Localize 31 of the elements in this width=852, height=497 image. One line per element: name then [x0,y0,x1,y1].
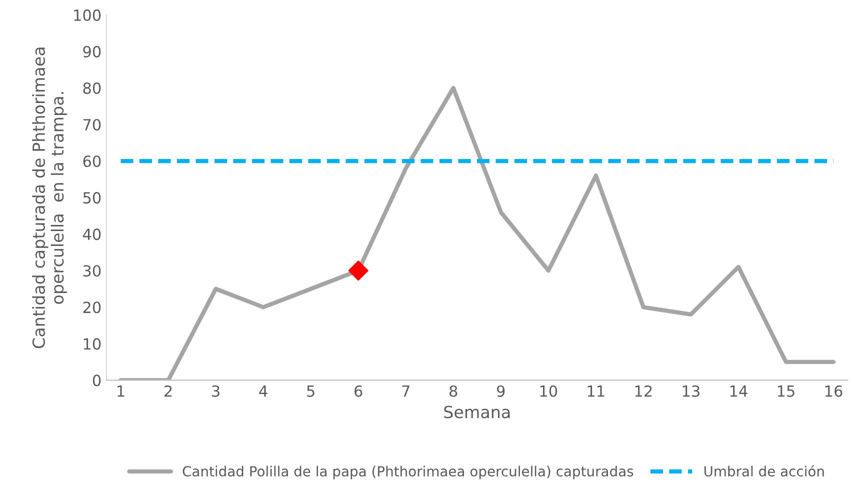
y-tick-label: 50 [83,192,101,204]
y-tick-label: 80 [83,82,101,94]
x-tick-label: 4 [259,386,268,397]
x-tick-label: 15 [778,386,794,397]
y-axis-title: Cantidad capturada de Phthorimaea operculella en la trampa. [32,48,67,348]
x-tick-label: 7 [402,386,410,397]
x-axis-title: Semana [444,406,510,418]
y-tick-label: 60 [83,155,101,168]
x-tick-label: 10 [540,385,558,397]
y-tick-label: 20 [83,302,101,314]
y-tick-label: 100 [74,9,101,21]
x-tick-label: 2 [164,385,172,397]
legend-label: Cantidad Polilla de la papa (Phthorimaea operculella) capturadas [182,466,634,480]
x-tick-label: 5 [307,386,314,397]
y-tick-label: 40 [82,228,101,240]
legend-label: Umbral de acción [704,465,824,477]
x-tick-label: 12 [635,385,652,397]
x-tick-label: 8 [450,385,458,397]
x-tick-label: 9 [496,385,505,397]
y-tick-label: 0 [92,374,101,386]
x-tick-label: 1 [118,386,124,397]
x-tick-label: 3 [212,385,220,397]
x-tick-label: 11 [588,386,604,397]
x-tick-label: 14 [730,386,748,397]
x-tick-label: 6 [354,385,362,397]
x-tick-label: 16 [825,385,842,397]
y-tick-label: 10 [84,338,101,350]
y-tick-label: 70 [83,118,101,131]
y-tick-label: 90 [83,46,101,58]
x-tick-label: 13 [682,385,700,397]
y-tick-label: 30 [83,265,101,277]
